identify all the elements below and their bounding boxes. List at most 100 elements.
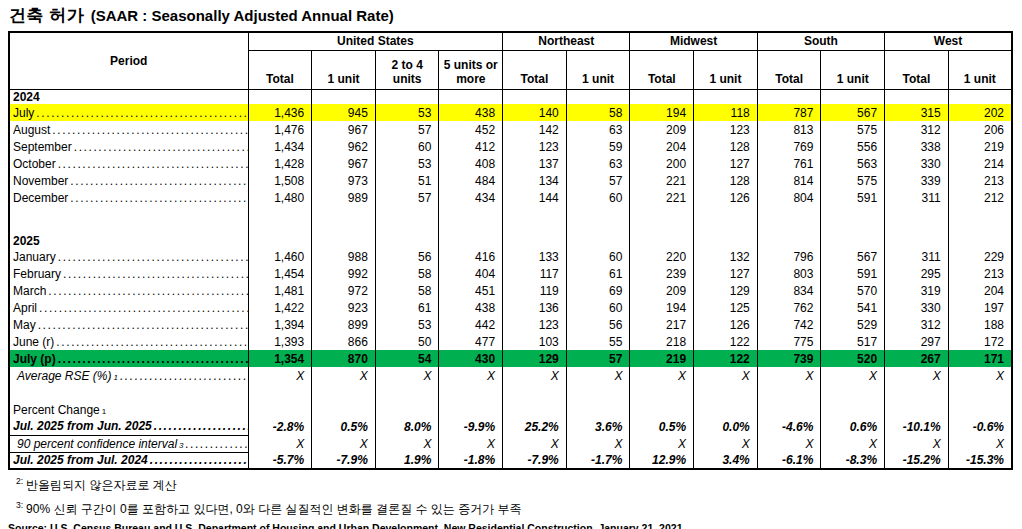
cell-value: 137 [503, 155, 567, 172]
cell-empty [821, 89, 885, 104]
cell-empty [885, 233, 949, 248]
cell-empty [312, 233, 376, 248]
cell-value: -6.1% [757, 452, 821, 469]
row-label: January [9, 248, 248, 265]
cell-value: 50 [375, 333, 439, 350]
cell-empty [694, 401, 758, 418]
cell-empty [885, 89, 949, 104]
cell-value: 8.0% [375, 418, 439, 435]
cell-empty [503, 206, 567, 233]
cell-value: 899 [312, 316, 376, 333]
cell-value: 813 [757, 121, 821, 138]
cell-value: X [630, 367, 694, 384]
cell-value: 1,428 [248, 155, 312, 172]
cell-empty [503, 401, 567, 418]
cell-value: 144 [503, 189, 567, 206]
cell-value: 53 [375, 104, 439, 121]
cell-value: 56 [566, 316, 630, 333]
cell-empty [694, 233, 758, 248]
cell-value: X [312, 435, 376, 452]
cell-value: -2.8% [248, 418, 312, 435]
cell-value: 59 [566, 138, 630, 155]
cell-value: 172 [948, 333, 1012, 350]
table-row: March1,481972584511196920912983457031920… [9, 282, 1012, 299]
cell-empty [439, 89, 503, 104]
cell-empty [248, 384, 312, 401]
cell-value: 219 [948, 138, 1012, 155]
cell-value: 118 [694, 104, 758, 121]
cell-value: 404 [439, 265, 503, 282]
table-row: January1,4609885641613360220132796567311… [9, 248, 1012, 265]
cell-value: 204 [948, 282, 1012, 299]
cell-value: X [566, 367, 630, 384]
report-page: 건축 허가 (SAAR : Seasonally Adjusted Annual… [0, 0, 1022, 529]
cell-value: 200 [630, 155, 694, 172]
cell-value: 972 [312, 282, 376, 299]
cell-value: 60 [566, 248, 630, 265]
cell-empty [630, 89, 694, 104]
table-row: September1,43496260412123592041287695563… [9, 138, 1012, 155]
row-label-text: Jul. 2025 from Jun. 2025 [13, 419, 152, 433]
cell-value: 128 [694, 172, 758, 189]
leader-dots [34, 106, 247, 120]
cell-value: 804 [757, 189, 821, 206]
cell-value: 988 [312, 248, 376, 265]
cell-empty [248, 233, 312, 248]
cell-empty [503, 89, 567, 104]
cell-value: 973 [312, 172, 376, 189]
cell-value: 267 [885, 350, 949, 367]
footnote-3: 3:90% 신뢰 구간이 0를 포함하고 있다면, 0와 다른 실질적인 변화를… [16, 498, 1013, 517]
footnote-3-marker: 3: [16, 500, 23, 510]
row-label: July (p) [9, 350, 248, 367]
table-row: 2024 [9, 89, 1012, 104]
cell-value: 134 [503, 172, 567, 189]
cell-value: 221 [630, 172, 694, 189]
cell-value: 575 [821, 172, 885, 189]
cell-empty [312, 89, 376, 104]
table-row: Jul. 2025 from Jun. 2025-2.8%0.5%8.0%-9.… [9, 418, 1012, 435]
cell-empty [885, 206, 949, 233]
cell-value: 312 [885, 316, 949, 333]
row-label: July [9, 104, 248, 121]
cell-empty [757, 206, 821, 233]
cell-value: 209 [630, 282, 694, 299]
cell-value: 51 [375, 172, 439, 189]
cell-value: 0.6% [821, 418, 885, 435]
cell-value: 3.4% [694, 452, 758, 469]
cell-empty [948, 233, 1012, 248]
cell-value: X [312, 367, 376, 384]
cell-empty [375, 206, 439, 233]
leader-dots [184, 437, 248, 451]
cell-value: 796 [757, 248, 821, 265]
cell-empty [630, 206, 694, 233]
cell-value: 330 [885, 155, 949, 172]
cell-value: X [757, 367, 821, 384]
cell-empty [757, 384, 821, 401]
cell-value: -7.9% [503, 452, 567, 469]
footnote-2-marker: 2: [16, 476, 23, 486]
cell-value: 967 [312, 121, 376, 138]
cell-empty [439, 401, 503, 418]
row-label: 90 percent confidence interval3 [9, 435, 248, 452]
cell-value: 188 [948, 316, 1012, 333]
cell-value: 56 [375, 248, 439, 265]
cell-value: 591 [821, 189, 885, 206]
cell-value: 55 [566, 333, 630, 350]
cell-value: 567 [821, 248, 885, 265]
cell-empty [948, 206, 1012, 233]
group-header: South [757, 32, 884, 50]
cell-value: 330 [885, 299, 949, 316]
leader-dots [36, 318, 248, 332]
cell-empty [821, 233, 885, 248]
cell-value: 119 [503, 282, 567, 299]
cell-value: 787 [757, 104, 821, 121]
cell-empty [439, 206, 503, 233]
row-label: August [9, 121, 248, 138]
cell-value: 57 [566, 172, 630, 189]
title-korean: 건축 허가 [9, 6, 84, 25]
cell-value: 591 [821, 265, 885, 282]
leader-dots [56, 250, 248, 264]
footnote-2-text: 반올림되지 않은자료로 계산 [26, 478, 177, 492]
table-row: July (p)1,354870544301295721912273952026… [9, 350, 1012, 367]
cell-value: 1,460 [248, 248, 312, 265]
